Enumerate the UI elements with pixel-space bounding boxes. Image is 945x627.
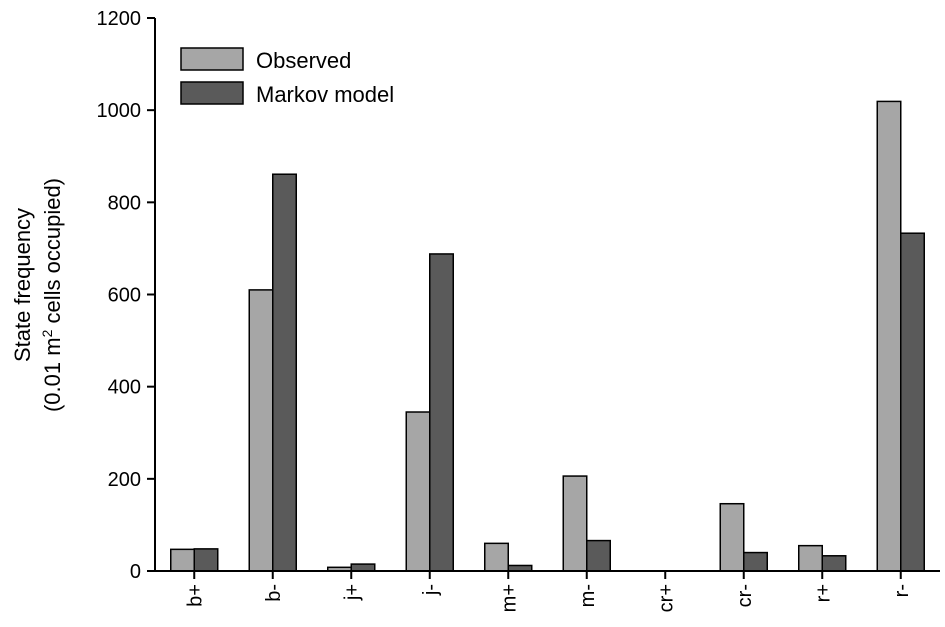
y-tick-label-200: 200 <box>108 469 141 491</box>
bars-layer <box>171 101 925 571</box>
bar-markov-r- <box>901 233 925 571</box>
x-tick-label-b-: b- <box>263 584 285 602</box>
bar-markov-r+ <box>822 556 846 571</box>
bar-markov-j+ <box>351 564 375 571</box>
x-tick-label-r-: r- <box>891 584 913 597</box>
x-tick-label-cr-: cr- <box>734 584 756 607</box>
y-tick-label-800: 800 <box>108 192 141 214</box>
bar-observed-r+ <box>799 546 823 571</box>
y-tick-label-0: 0 <box>130 561 141 583</box>
bar-markov-j- <box>430 254 454 571</box>
y-tick-label-1000: 1000 <box>97 100 142 122</box>
y-axis-title-line2: (0.01 m2 cells occupied) <box>39 178 65 412</box>
y-axis-title-line1: State frequency <box>10 208 35 362</box>
x-tick-label-r+: r+ <box>812 584 834 602</box>
x-tick-label-m-: m- <box>577 584 599 607</box>
legend-swatch-observed <box>181 48 243 70</box>
y-tick-label-1200: 1200 <box>97 8 142 30</box>
y-tick-label-600: 600 <box>108 285 141 307</box>
bar-markov-cr- <box>744 553 768 571</box>
x-tick-label-m+: m+ <box>498 584 520 612</box>
bar-markov-b- <box>273 174 297 571</box>
x-tick-labels: b+ b-j+ j-m+ m-cr+ cr-r+ r- <box>184 584 913 612</box>
bar-observed-b+ <box>171 549 195 571</box>
y-tick-label-400: 400 <box>108 377 141 399</box>
bar-observed-cr- <box>720 504 744 571</box>
legend: Observed Markov model <box>181 48 394 107</box>
x-tick-label-b+: b+ <box>184 584 206 607</box>
y-tick-labels: 0 200 400 600 800 1000 1200 <box>97 8 142 583</box>
bar-observed-m+ <box>485 543 509 571</box>
bar-markov-m- <box>587 541 611 571</box>
bar-observed-r- <box>877 101 901 571</box>
x-tick-label-j+: j+ <box>341 584 363 601</box>
bar-observed-m- <box>563 476 587 571</box>
bar-observed-j- <box>406 412 430 571</box>
legend-swatch-markov <box>181 82 243 104</box>
x-tick-label-cr+: cr+ <box>655 584 677 612</box>
bar-markov-b+ <box>194 549 218 571</box>
bar-observed-b- <box>249 290 273 571</box>
x-tick-label-j-: j- <box>420 584 442 596</box>
legend-label-observed: Observed <box>256 48 351 73</box>
legend-label-markov: Markov model <box>256 82 394 107</box>
